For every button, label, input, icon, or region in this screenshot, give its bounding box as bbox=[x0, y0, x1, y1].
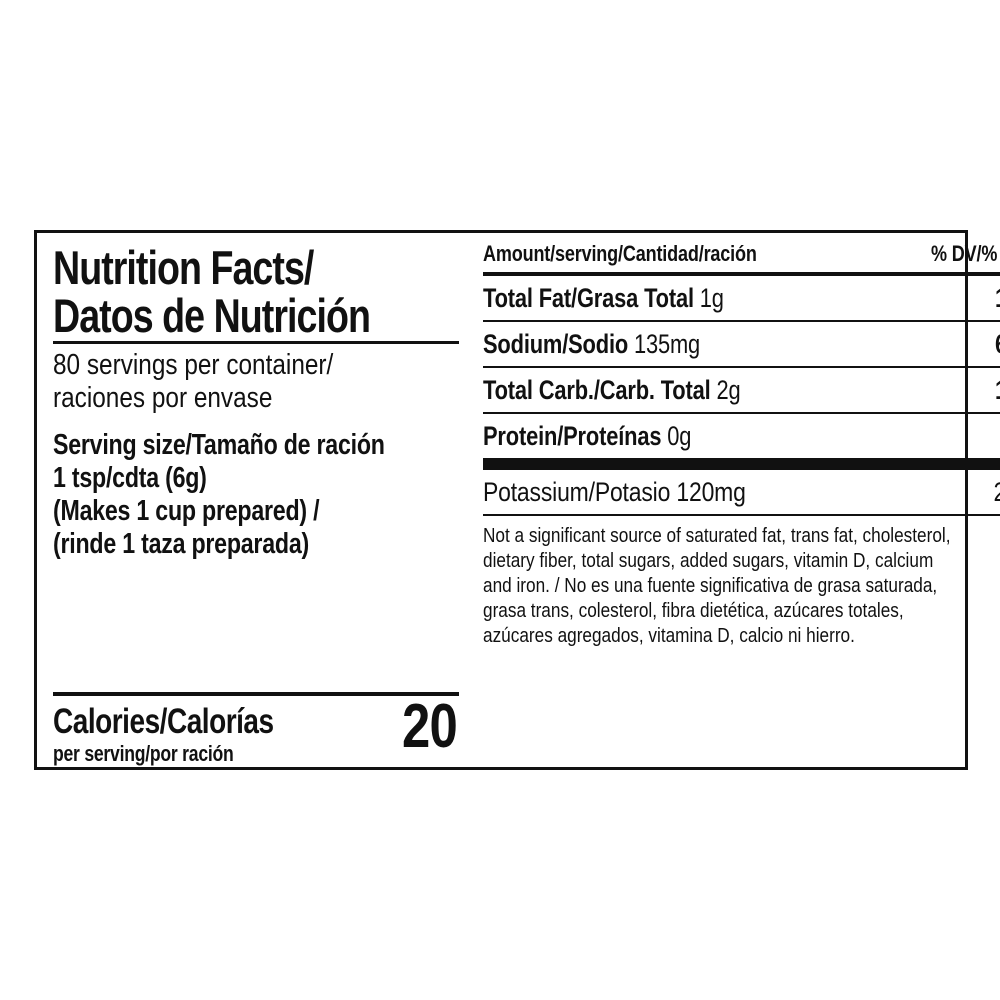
nutrition-facts-panel: Nutrition Facts/ Datos de Nutrición 80 s… bbox=[34, 230, 1000, 770]
nutrient-row-total-carb: Total Carb./Carb. Total 2g 1% bbox=[483, 368, 1000, 412]
rule-under-title bbox=[53, 341, 459, 344]
nutrient-name-protein: Protein/Proteínas 0g bbox=[483, 421, 691, 452]
footnote-disclaimer: Not a significant source of saturated fa… bbox=[483, 516, 1000, 649]
left-column: Nutrition Facts/ Datos de Nutrición 80 s… bbox=[37, 233, 473, 767]
nutrient-label-total-fat: Total Fat/Grasa Total bbox=[483, 283, 694, 313]
title-line-spanish: Datos de Nutrición bbox=[53, 289, 371, 342]
serving-size-line-2: 1 tsp/cdta (6g) bbox=[53, 462, 207, 494]
nutrient-row-potassium: Potassium/Potasio 120mg 2% bbox=[483, 470, 1000, 514]
amount-per-serving-header: Amount/serving/Cantidad/ración % DV/% VD bbox=[483, 241, 1000, 272]
serving-size-line-4: (rinde 1 taza preparada) bbox=[53, 528, 309, 560]
rule-under-amount-header bbox=[483, 272, 1000, 276]
servings-line-english: 80 servings per container/ bbox=[53, 349, 334, 381]
servings-per-container: 80 servings per container/ raciones por … bbox=[53, 344, 459, 420]
nutrient-label-potassium: Potassium/Potasio bbox=[483, 477, 671, 507]
nutrient-label-total-carb: Total Carb./Carb. Total bbox=[483, 375, 711, 405]
nutrient-dv-sodium: 6% bbox=[995, 329, 1000, 360]
nutrient-dv-total-fat: 1% bbox=[995, 283, 1000, 314]
rule-thick-after-protein bbox=[483, 458, 1000, 470]
footnote-line-3: and iron. / No es una fuente significati… bbox=[483, 575, 938, 597]
footnote-line-2: dietary fiber, total sugars, added sugar… bbox=[483, 550, 934, 572]
nutrient-amount-total-carb: 2g bbox=[716, 375, 741, 405]
nutrient-amount-potassium: 120mg bbox=[676, 477, 746, 507]
footnote-line-4: grasa trans, colesterol, fibra dietética… bbox=[483, 600, 904, 622]
calories-label: Calories/Calorías bbox=[53, 702, 274, 741]
nutrient-row-protein: Protein/Proteínas 0g bbox=[483, 414, 1000, 458]
nutrient-row-sodium: Sodium/Sodio 135mg 6% bbox=[483, 322, 1000, 366]
calories-value: 20 bbox=[402, 692, 458, 761]
label-title: Nutrition Facts/ Datos de Nutrición bbox=[53, 243, 459, 341]
rule-after-total-fat bbox=[483, 320, 1000, 322]
title-line-english: Nutrition Facts/ bbox=[53, 241, 314, 294]
amount-per-serving-label: Amount/serving/Cantidad/ración bbox=[483, 241, 757, 266]
nutrient-name-potassium: Potassium/Potasio 120mg bbox=[483, 477, 746, 508]
nutrient-dv-potassium: 2% bbox=[993, 477, 1000, 508]
nutrient-name-total-fat: Total Fat/Grasa Total 1g bbox=[483, 283, 724, 314]
nutrient-amount-protein: 0g bbox=[667, 421, 692, 451]
nutrient-amount-total-fat: 1g bbox=[699, 283, 724, 313]
serving-size-line-1: Serving size/Tamaño de ración bbox=[53, 429, 385, 461]
calories-row: Calories/Calorías per serving/por ración… bbox=[53, 696, 459, 767]
nutrient-label-sodium: Sodium/Sodio bbox=[483, 329, 629, 359]
right-column: Amount/serving/Cantidad/ración % DV/% VD… bbox=[473, 233, 1000, 767]
footnote-line-1: Not a significant source of saturated fa… bbox=[483, 525, 951, 547]
nutrient-name-total-carb: Total Carb./Carb. Total 2g bbox=[483, 375, 741, 406]
rule-after-potassium bbox=[483, 514, 1000, 516]
footnote-line-5: azúcares agregados, vitamina D, calcio n… bbox=[483, 625, 855, 647]
nutrient-label-protein: Protein/Proteínas bbox=[483, 421, 662, 451]
nutrient-name-sodium: Sodium/Sodio 135mg bbox=[483, 329, 700, 360]
nutrient-amount-sodium: 135mg bbox=[633, 329, 701, 359]
serving-size: Serving size/Tamaño de ración 1 tsp/cdta… bbox=[53, 420, 459, 568]
calories-text-group: Calories/Calorías per serving/por ración bbox=[53, 702, 329, 767]
daily-value-label: % DV/% VD bbox=[930, 241, 1000, 266]
rule-after-total-carb bbox=[483, 412, 1000, 414]
left-column-spacer bbox=[53, 568, 459, 692]
servings-line-spanish: raciones por envase bbox=[53, 382, 273, 414]
nutrient-row-total-fat: Total Fat/Grasa Total 1g 1% bbox=[483, 276, 1000, 320]
serving-size-line-3: (Makes 1 cup prepared) / bbox=[53, 495, 320, 527]
calories-sublabel: per serving/por ración bbox=[53, 741, 234, 766]
nutrient-dv-total-carb: 1% bbox=[995, 375, 1000, 406]
rule-above-calories bbox=[53, 692, 459, 696]
rule-after-sodium bbox=[483, 366, 1000, 368]
